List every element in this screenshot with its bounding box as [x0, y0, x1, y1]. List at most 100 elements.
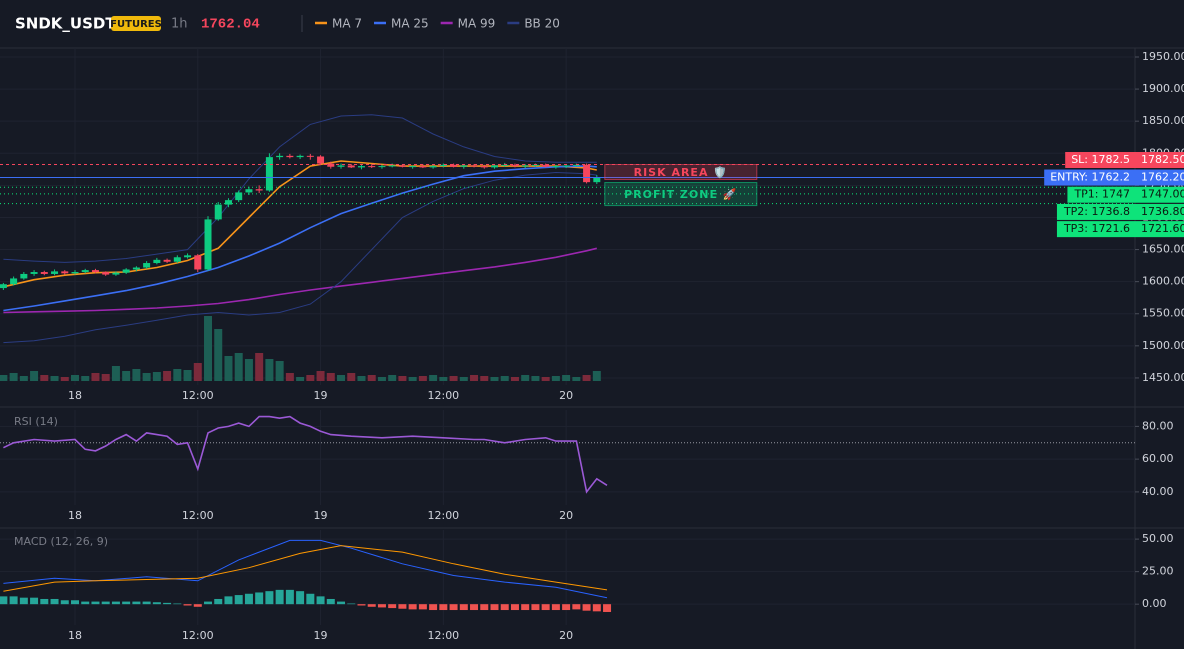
volume-bar	[510, 377, 519, 381]
candle-body	[40, 272, 48, 274]
histogram-bar	[582, 604, 591, 611]
candle-body	[419, 166, 427, 168]
volume-bar	[470, 375, 479, 381]
y-tick-label: 25.00	[1142, 565, 1174, 578]
histogram-bar	[551, 604, 560, 611]
candle-body	[245, 189, 253, 193]
level-value-bg	[1135, 169, 1184, 186]
histogram-bar	[285, 589, 294, 605]
candle-body	[542, 164, 550, 167]
symbol: SNDK_USDT	[15, 15, 116, 33]
panel-title: MACD (12, 26, 9)	[14, 535, 108, 548]
histogram-bar	[521, 604, 530, 611]
candle-body	[61, 271, 69, 274]
histogram-bar	[19, 597, 28, 605]
histogram-bar	[183, 604, 192, 606]
histogram-bar	[234, 595, 243, 605]
candle-body	[368, 166, 376, 168]
histogram-bar	[265, 591, 274, 605]
volume-bar	[255, 353, 264, 381]
bb-upper	[3, 114, 597, 263]
candle-body	[306, 155, 314, 157]
zone-label: PROFIT ZONE 🚀	[624, 188, 737, 201]
histogram-bar	[50, 598, 59, 605]
candle-body	[531, 164, 539, 166]
candle-body	[562, 165, 570, 167]
candle-body	[71, 272, 79, 274]
y-tick-label: 40.00	[1142, 485, 1174, 498]
volume-bar	[562, 375, 571, 381]
y-tick-label: 60.00	[1142, 452, 1174, 465]
histogram-bar	[255, 592, 264, 605]
volume-bar	[439, 377, 448, 381]
candle-body	[552, 166, 560, 168]
candle-body	[184, 255, 192, 258]
y-tick-label: 1600.00	[1142, 275, 1184, 288]
y-tick-label: 1450.00	[1142, 371, 1184, 384]
volume-bar	[275, 361, 284, 381]
histogram-bar	[439, 604, 448, 611]
histogram-bar	[214, 598, 223, 605]
candle-body	[51, 271, 59, 274]
candle-body	[398, 165, 406, 167]
histogram-bar	[326, 598, 335, 605]
y-tick-label: 1950.00	[1142, 50, 1184, 63]
rsi-line	[3, 415, 608, 494]
candle-body	[204, 219, 212, 270]
x-tick-label: 12:00	[182, 509, 214, 522]
histogram-bar	[30, 597, 39, 605]
histogram-bar	[132, 601, 141, 605]
legend-label: BB 20	[524, 17, 560, 31]
histogram-bar	[224, 596, 233, 605]
candle-body	[194, 255, 202, 270]
candle-body	[429, 166, 437, 168]
histogram-bar	[490, 604, 499, 611]
histogram-bar	[500, 604, 509, 611]
level-value-bg	[1135, 221, 1184, 238]
volume-bar	[173, 369, 182, 381]
volume-bar	[572, 377, 581, 381]
histogram-bar	[306, 593, 315, 605]
volume-bar	[244, 359, 253, 381]
level-label-bg	[1056, 221, 1135, 238]
volume-bar	[296, 377, 305, 381]
level-value-bg	[1135, 203, 1184, 220]
volume-bar	[19, 376, 28, 381]
candle-body	[265, 157, 273, 191]
histogram-bar	[367, 604, 376, 607]
x-tick-label: 19	[314, 509, 328, 522]
candle-body	[593, 177, 601, 183]
histogram-bar	[531, 604, 540, 611]
candle-body	[296, 155, 304, 158]
histogram-bar	[408, 604, 417, 610]
candle-body	[153, 259, 161, 264]
level-label: TP2: 1736.8	[1063, 205, 1130, 218]
candle-body	[10, 278, 18, 285]
histogram-bar	[429, 604, 438, 611]
volume-bar	[50, 376, 59, 381]
volume-bar	[367, 375, 376, 381]
level-value-bg	[1135, 152, 1184, 169]
histogram-bar	[510, 604, 519, 611]
candle-body	[286, 155, 294, 158]
legend-label: MA 25	[391, 17, 429, 31]
histogram-bar	[592, 604, 601, 612]
y-tick-label: 1550.00	[1142, 307, 1184, 320]
histogram-bar	[418, 604, 427, 610]
volume-bar	[480, 376, 489, 381]
candle-body	[501, 164, 509, 166]
x-tick-label: 12:00	[427, 389, 459, 402]
volume-bar	[347, 373, 356, 381]
level-label-bg	[1065, 152, 1135, 169]
zone	[604, 164, 758, 181]
histogram-bar	[244, 593, 253, 605]
level-value: 1721.60	[1141, 222, 1184, 235]
histogram-bar	[562, 604, 571, 611]
histogram-bar	[163, 602, 172, 605]
volume-bar	[398, 376, 407, 381]
candle-body	[20, 273, 28, 279]
candle-body	[480, 166, 488, 168]
histogram-bar	[193, 604, 202, 607]
x-tick-label: 18	[68, 629, 82, 642]
volume-bar	[101, 374, 110, 381]
